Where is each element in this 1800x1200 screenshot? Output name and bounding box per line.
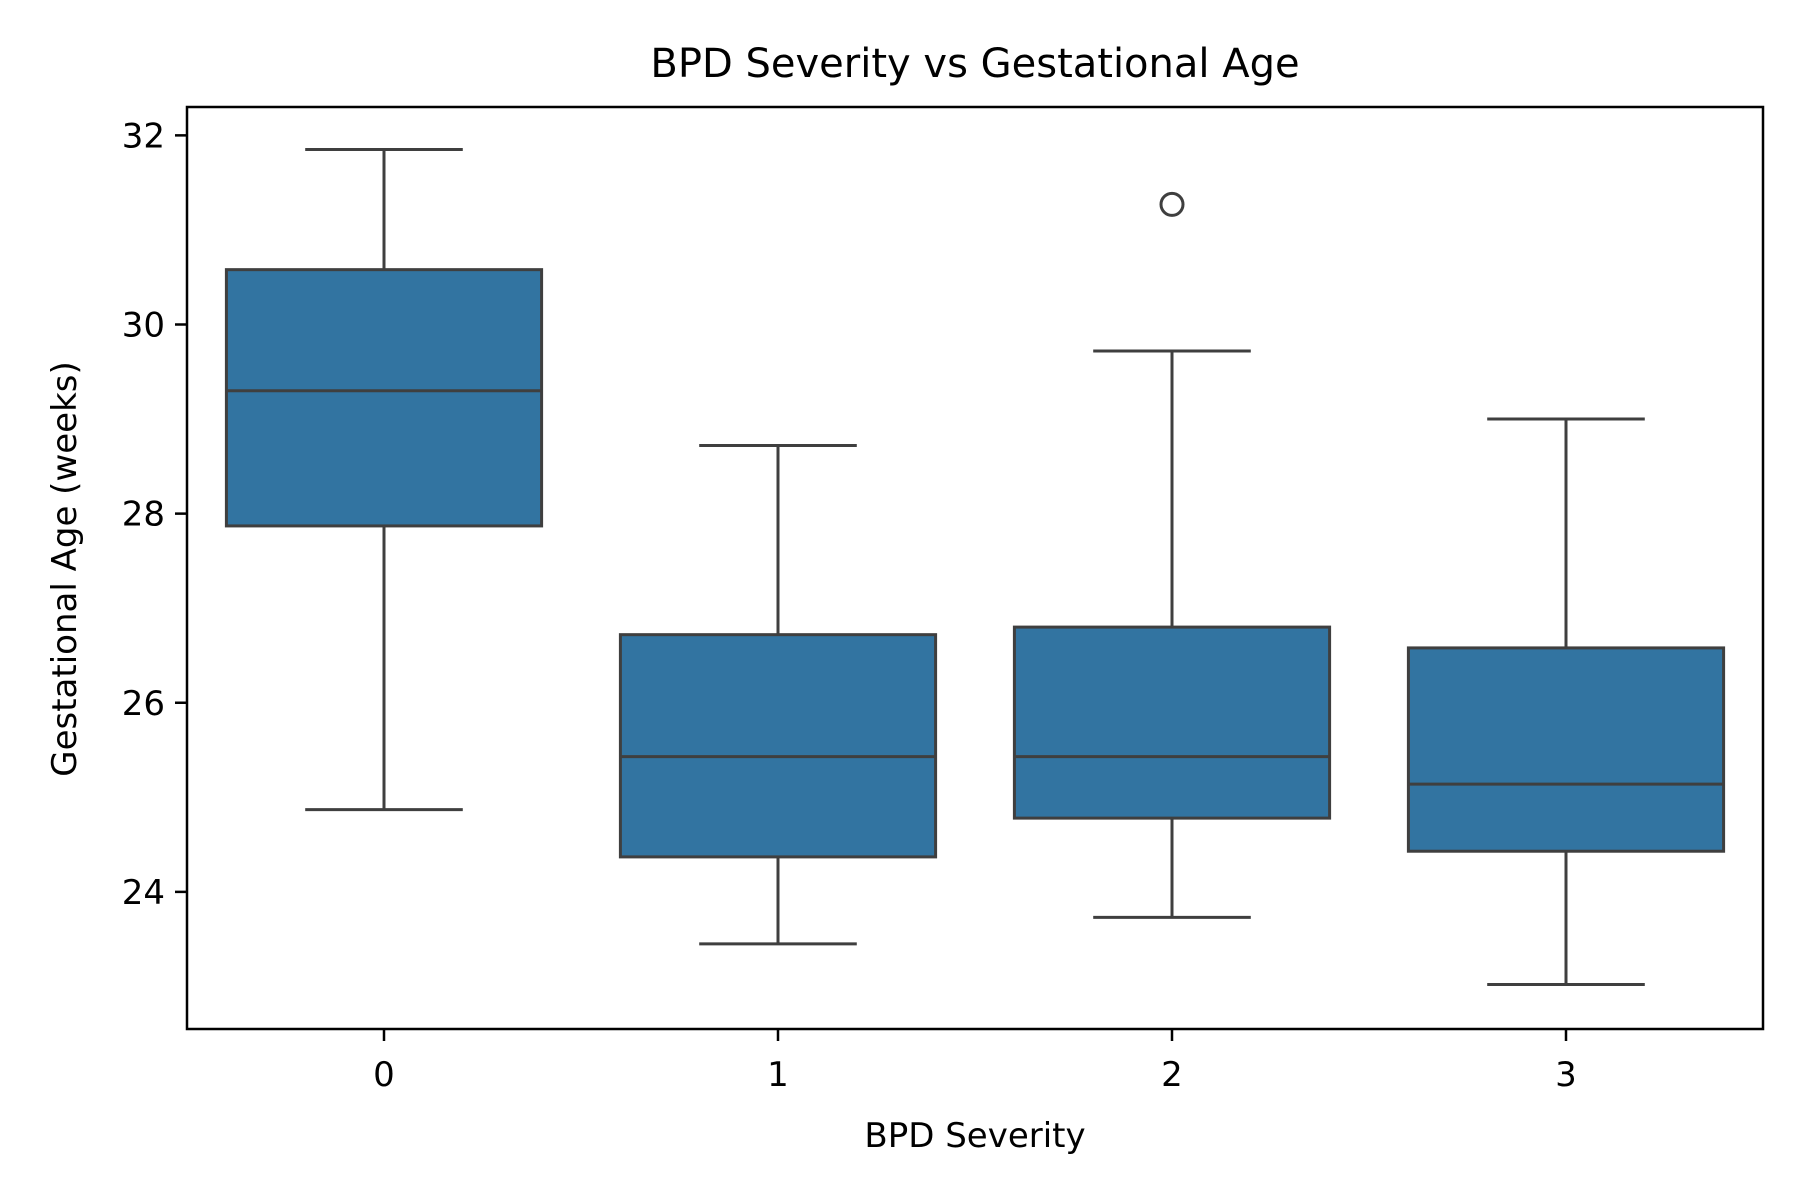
box-group-0 bbox=[224, 148, 544, 812]
y-axis-label: Gestational Age (weeks) bbox=[45, 361, 85, 777]
outlier-point bbox=[1159, 191, 1185, 217]
box-group-2 bbox=[1012, 191, 1332, 919]
box-iqr bbox=[224, 268, 544, 528]
plot-area bbox=[224, 148, 1726, 987]
x-tick-label: 2 bbox=[1161, 1055, 1183, 1095]
chart-title: BPD Severity vs Gestational Age bbox=[650, 41, 1299, 87]
y-tick-label: 28 bbox=[122, 495, 165, 535]
y-tick-label: 24 bbox=[122, 873, 165, 913]
y-tick-label: 32 bbox=[122, 116, 165, 156]
box-iqr bbox=[1406, 646, 1726, 853]
y-tick-label: 26 bbox=[122, 684, 165, 724]
box-iqr bbox=[1012, 625, 1332, 820]
box-iqr bbox=[618, 633, 938, 859]
x-tick-label: 3 bbox=[1555, 1055, 1577, 1095]
plot-frame bbox=[185, 105, 1765, 1031]
box-group-1 bbox=[618, 444, 938, 946]
x-tick-label: 1 bbox=[767, 1055, 789, 1095]
axes: 24 26 28 30 32 0 1 2 3 bbox=[122, 105, 1765, 1095]
box-group-3 bbox=[1406, 417, 1726, 987]
x-axis-label: BPD Severity bbox=[864, 1116, 1085, 1156]
y-tick-label: 30 bbox=[122, 305, 165, 345]
x-tick-label: 0 bbox=[373, 1055, 395, 1095]
